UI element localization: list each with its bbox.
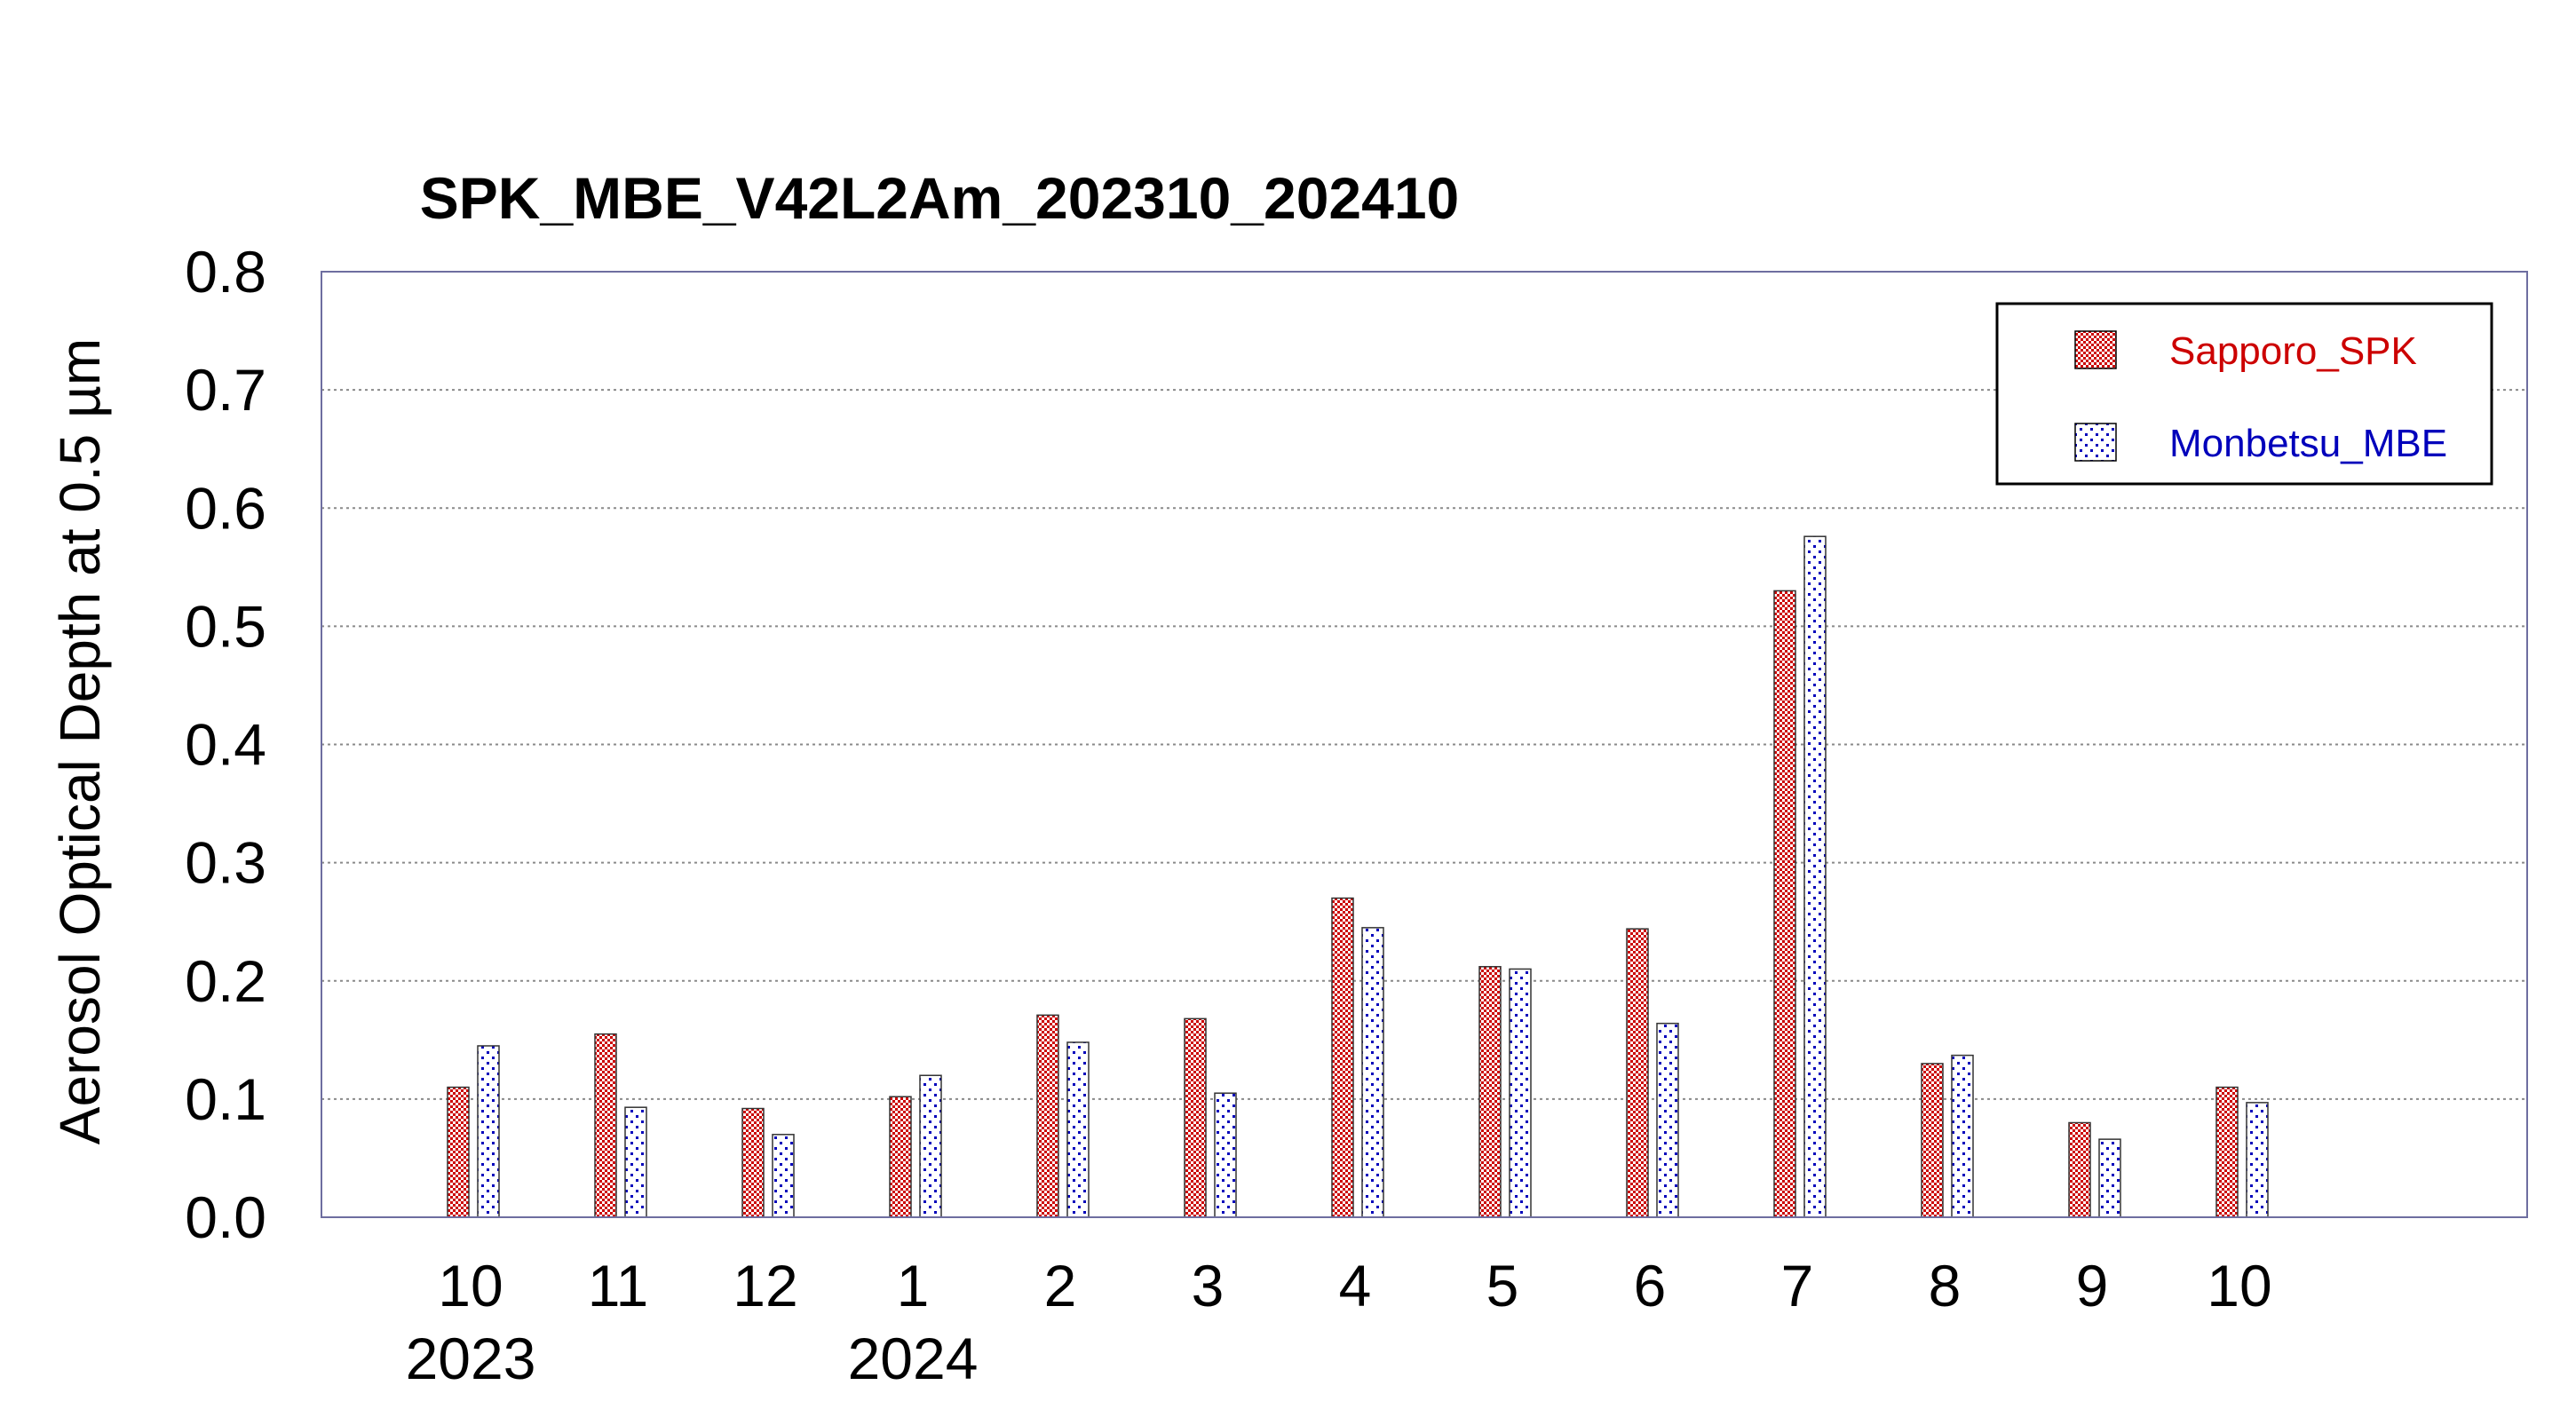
bar-sapporo-spk — [1184, 1017, 1207, 1218]
y-tick-label: 0.0 — [185, 1184, 266, 1250]
x-tick-label: 9 — [2076, 1253, 2109, 1318]
bars — [447, 535, 2269, 1218]
legend-label-monbetsu: Monbetsu_MBE — [2169, 422, 2447, 465]
bar-monbetsu-mbe — [1803, 535, 1827, 1218]
y-tick-label: 0.4 — [185, 712, 266, 778]
legend: Sapporo_SPK Monbetsu_MBE — [1995, 302, 2493, 486]
bar-sapporo-spk — [1036, 1014, 1059, 1218]
x-tick-label: 4 — [1339, 1253, 1372, 1318]
bar-monbetsu-mbe — [477, 1045, 500, 1218]
x-tick-label: 1 — [897, 1253, 930, 1318]
y-tick-label: 0.8 — [185, 239, 266, 305]
legend-label-sapporo: Sapporo_SPK — [2169, 329, 2417, 373]
x-tick-label: 8 — [1929, 1253, 1962, 1318]
y-tick-label: 0.7 — [185, 357, 266, 423]
bar-sapporo-spk — [1626, 928, 1649, 1218]
legend-swatch-monbetsu — [2074, 423, 2117, 462]
y-tick-label: 0.5 — [185, 593, 266, 659]
gridlines — [321, 389, 2527, 1100]
x-tick-label: 10 — [2207, 1253, 2271, 1318]
y-tick-label: 0.1 — [185, 1066, 266, 1132]
x-tick-label: 2 — [1044, 1253, 1077, 1318]
bar-monbetsu-mbe — [1066, 1041, 1090, 1218]
bar-sapporo-spk — [2215, 1086, 2239, 1218]
y-tick-label: 0.2 — [185, 948, 266, 1014]
bar-monbetsu-mbe — [1951, 1054, 1974, 1218]
x-tick-label: 5 — [1486, 1253, 1519, 1318]
bar-sapporo-spk — [1773, 590, 1796, 1218]
bar-monbetsu-mbe — [2246, 1102, 2269, 1218]
x-tick-label: 11 — [588, 1253, 649, 1318]
bar-sapporo-spk — [447, 1086, 470, 1218]
x-year-label: 2024 — [848, 1326, 979, 1391]
y-axis-label: Aerosol Optical Depth at 0.5 µm — [48, 338, 112, 1144]
bar-sapporo-spk — [1331, 897, 1354, 1218]
y-tick-label: 0.3 — [185, 830, 266, 896]
x-year-label: 2023 — [406, 1326, 536, 1391]
bar-sapporo-spk — [1478, 966, 1502, 1218]
plot-frame — [321, 271, 2528, 1218]
x-tick-label: 7 — [1781, 1253, 1814, 1318]
x-tick-label: 10 — [438, 1253, 503, 1318]
chart-title: SPK_MBE_V42L2Am_202310_202410 — [420, 165, 1459, 231]
bar-sapporo-spk — [1921, 1063, 1944, 1218]
bar-monbetsu-mbe — [1656, 1022, 1679, 1218]
legend-swatch-sapporo — [2074, 330, 2117, 369]
x-tick-label: 3 — [1192, 1253, 1225, 1318]
bar-monbetsu-mbe — [772, 1134, 795, 1218]
bar-sapporo-spk — [2068, 1121, 2091, 1218]
y-tick-labels: 0.0 0.1 0.2 0.3 0.4 0.5 0.6 0.7 0.8 — [185, 239, 266, 1250]
bar-monbetsu-mbe — [1214, 1092, 1237, 1218]
bar-monbetsu-mbe — [624, 1106, 647, 1218]
bar-monbetsu-mbe — [2098, 1138, 2121, 1218]
x-tick-label: 12 — [733, 1253, 797, 1318]
bar-sapporo-spk — [889, 1096, 912, 1218]
bar-monbetsu-mbe — [1361, 927, 1384, 1218]
bar-monbetsu-mbe — [1509, 968, 1532, 1218]
bar-monbetsu-mbe — [919, 1074, 942, 1218]
x-tick-label: 6 — [1634, 1253, 1667, 1318]
bar-sapporo-spk — [594, 1033, 617, 1218]
bar-sapporo-spk — [741, 1107, 765, 1218]
y-tick-label: 0.6 — [185, 475, 266, 541]
